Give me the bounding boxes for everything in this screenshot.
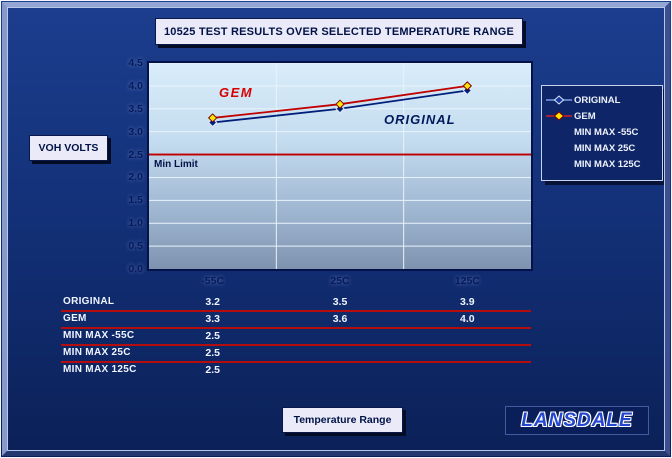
gem-series-label: GEM	[219, 85, 254, 100]
table-cell: 3.2	[205, 296, 220, 308]
legend-item-label: ORIGINAL	[574, 94, 621, 106]
table-row: MIN MAX 25C 2.5	[61, 346, 531, 363]
legend-item: MIN MAX -55C	[546, 124, 660, 140]
original-series-label: ORIGINAL	[384, 112, 456, 127]
table-row-label: GEM	[63, 313, 87, 324]
y-tick-label: 2.5	[128, 148, 143, 161]
table-cell: 4.0	[459, 313, 475, 325]
y-axis-title: VOH VOLTS	[38, 142, 99, 154]
y-tick-label: 0.0	[128, 263, 143, 275]
legend-item: ORIGINAL	[546, 92, 660, 108]
x-axis-title-box: Temperature Range	[282, 407, 403, 433]
legend-item-label: MIN MAX -55C	[574, 126, 639, 138]
table-cell: 3.5	[332, 296, 348, 308]
table-row-label: MIN MAX 125C	[63, 364, 137, 375]
table-row: ORIGINAL 3.2 3.5 3.9	[61, 295, 531, 312]
x-tick-label: -55C	[201, 275, 225, 287]
legend-item-label: MIN MAX 25C	[574, 142, 636, 154]
legend-item: MIN MAX 125C	[546, 156, 660, 172]
legend-series-marker-icon	[546, 95, 574, 105]
y-tick-label: 1.0	[128, 217, 143, 230]
table-row: GEM 3.3 3.6 4.0	[61, 312, 531, 329]
table-cell: 2.5	[205, 364, 220, 376]
table-cell: 3.3	[205, 313, 220, 325]
y-tick-label: 0.5	[128, 240, 143, 253]
table-cell: 2.5	[205, 330, 220, 342]
legend-item-label: MIN MAX 125C	[574, 158, 641, 170]
y-tick-label: 4.0	[128, 79, 143, 92]
y-tick-label: 4.5	[128, 57, 143, 69]
x-tick-label: 125C	[454, 275, 480, 287]
min-limit-label: Min Limit	[154, 159, 198, 170]
chart-title: 10525 TEST RESULTS OVER SELECTED TEMPERA…	[163, 25, 515, 38]
legend-series-marker-icon	[546, 111, 574, 121]
data-table: ORIGINAL 3.2 3.5 3.9 GEM 3.3 3.6 4.0 MIN MAX -55…	[61, 295, 531, 378]
table-cell: 3.6	[332, 313, 348, 325]
y-axis-title-box: VOH VOLTS	[29, 135, 108, 161]
lansdale-logo: LANSDALE	[505, 406, 649, 435]
table-cell: 2.5	[205, 347, 220, 359]
table-cell: 3.9	[459, 296, 475, 308]
y-tick-label: 3.0	[128, 125, 143, 138]
legend-item-label: GEM	[574, 110, 596, 122]
table-row-label: MIN MAX -55C	[63, 330, 135, 341]
table-row-label: ORIGINAL	[63, 296, 115, 307]
lansdale-logo-text: LANSDALE	[521, 409, 633, 431]
plot-svg	[149, 63, 531, 269]
y-tick-label: 1.5	[128, 194, 143, 207]
legend-item: GEM	[546, 108, 660, 124]
plot-area: GEM ORIGINAL Min Limit	[147, 61, 533, 271]
chart-title-box: 10525 TEST RESULTS OVER SELECTED TEMPERA…	[155, 18, 523, 45]
y-axis-ticks: 4.5 4.0 3.5 3.0 2.5 2.0 1.5 1.0 0.5 0.0	[113, 57, 143, 275]
y-tick-label: 2.0	[128, 171, 143, 184]
chart-legend: ORIGINAL GEM MIN MAX -55C MIN MAX 25C MIN MA…	[541, 85, 663, 181]
y-tick-label: 3.5	[128, 102, 143, 115]
table-row: MIN MAX -55C 2.5	[61, 329, 531, 346]
table-row-label: MIN MAX 25C	[63, 347, 131, 358]
x-axis-ticks: -55C 25C 125C	[149, 275, 531, 289]
table-row: MIN MAX 125C 2.5	[61, 363, 531, 378]
x-tick-label: 25C	[330, 275, 350, 287]
x-axis-title: Temperature Range	[293, 414, 392, 426]
legend-item: MIN MAX 25C	[546, 140, 660, 156]
legend-items: ORIGINAL GEM MIN MAX -55C MIN MAX 25C MIN MA…	[546, 92, 660, 172]
